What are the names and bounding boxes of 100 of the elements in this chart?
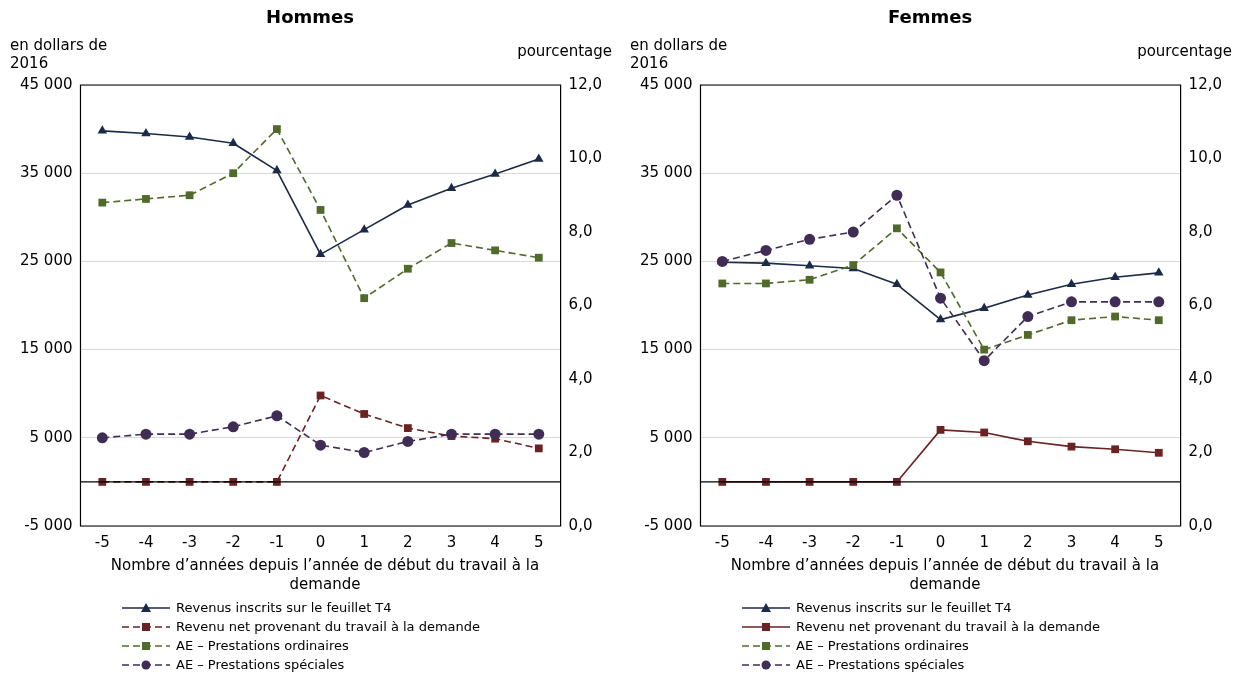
legend-label: AE – Prestations spéciales bbox=[176, 657, 345, 672]
point bbox=[97, 125, 108, 134]
point bbox=[979, 302, 989, 311]
x-tick-label: -1 bbox=[269, 532, 285, 551]
y2-tick-label: 8,0 bbox=[568, 221, 593, 240]
y-tick-label: 25 000 bbox=[639, 251, 693, 270]
point bbox=[978, 355, 990, 367]
point bbox=[98, 198, 107, 207]
legend-label: Revenu net provenant du travail à la demande bbox=[176, 619, 481, 634]
y-tick-label: 5 000 bbox=[649, 427, 693, 446]
y2-tick-label: 4,0 bbox=[568, 368, 593, 387]
x-tick-label: 0 bbox=[935, 532, 946, 551]
point bbox=[184, 428, 196, 440]
y-axis-title: en dollars de 2016 bbox=[630, 36, 729, 72]
point bbox=[1110, 271, 1120, 281]
y2-tick-label: 6,0 bbox=[1188, 295, 1213, 314]
point bbox=[1023, 437, 1032, 446]
point bbox=[980, 345, 989, 354]
point bbox=[1023, 331, 1032, 339]
point bbox=[804, 233, 816, 245]
point bbox=[228, 137, 239, 146]
y2-tick-label: 12,0 bbox=[1188, 74, 1223, 93]
x-tick-label: -2 bbox=[845, 532, 861, 551]
chart-title: Hommes bbox=[265, 6, 355, 27]
y2-tick-label: 8,0 bbox=[1188, 221, 1213, 240]
point bbox=[1154, 316, 1163, 325]
x-tick-label: 2 bbox=[403, 532, 413, 551]
point bbox=[402, 435, 414, 447]
point bbox=[891, 189, 903, 201]
x-axis-title: Nombre d’années depuis l’année de début du travail à la demande bbox=[109, 556, 541, 594]
y2-tick-label: 0,0 bbox=[1188, 515, 1213, 534]
point bbox=[1153, 296, 1165, 308]
y2-tick-label: 2,0 bbox=[1188, 442, 1213, 461]
y2-tick-label: 10,0 bbox=[568, 148, 603, 167]
point bbox=[762, 279, 770, 288]
legend-label: AE – Prestations ordinaires bbox=[796, 638, 969, 653]
point bbox=[804, 260, 815, 269]
y-tick-label: 45 000 bbox=[19, 74, 73, 93]
point bbox=[360, 410, 369, 418]
point bbox=[1022, 311, 1034, 323]
point bbox=[140, 428, 152, 440]
x-tick-label: -3 bbox=[802, 532, 818, 551]
point bbox=[1154, 267, 1164, 276]
y-tick-label: 25 000 bbox=[19, 251, 73, 270]
legend-label: Revenus inscrits sur le feuillet T4 bbox=[796, 600, 1012, 615]
point bbox=[534, 444, 543, 453]
y2-tick-label: 10,0 bbox=[1188, 148, 1223, 167]
x-tick-label: 4 bbox=[490, 532, 500, 551]
x-tick-label: 5 bbox=[1154, 532, 1164, 551]
point bbox=[227, 421, 239, 433]
point bbox=[403, 199, 413, 208]
point bbox=[403, 424, 412, 432]
point bbox=[316, 206, 325, 214]
point bbox=[315, 439, 327, 451]
point bbox=[892, 278, 902, 288]
x-axis-title: Nombre d’années depuis l’année de début du travail à la demande bbox=[729, 556, 1161, 594]
point bbox=[229, 169, 238, 178]
point bbox=[1067, 316, 1076, 325]
x-tick-label: 1 bbox=[359, 532, 369, 551]
point bbox=[358, 447, 370, 458]
y2-tick-label: 6,0 bbox=[568, 295, 593, 314]
point bbox=[185, 191, 194, 200]
point bbox=[359, 224, 369, 233]
point bbox=[446, 182, 457, 191]
x-tick-label: -1 bbox=[889, 532, 905, 551]
point bbox=[1065, 296, 1077, 308]
point bbox=[718, 279, 727, 288]
x-tick-label: 4 bbox=[1110, 532, 1120, 551]
y2-tick-label: 0,0 bbox=[568, 515, 593, 534]
point bbox=[491, 246, 500, 255]
y2-tick-label: 2,0 bbox=[568, 442, 593, 461]
legend-label: AE – Prestations ordinaires bbox=[176, 638, 349, 653]
point bbox=[272, 165, 282, 174]
legend-label: Revenu net provenant du travail à la demande bbox=[796, 619, 1101, 634]
y-tick-label: 35 000 bbox=[19, 163, 73, 182]
x-tick-label: -5 bbox=[714, 532, 730, 551]
x-tick-label: 5 bbox=[534, 532, 544, 551]
x-tick-label: 3 bbox=[1066, 532, 1077, 551]
y-tick-label: -5 000 bbox=[24, 515, 73, 534]
x-tick-label: -4 bbox=[758, 532, 774, 551]
y2-tick-label: 12,0 bbox=[568, 74, 603, 93]
point bbox=[141, 128, 151, 137]
point bbox=[445, 428, 457, 440]
x-tick-label: -4 bbox=[138, 532, 154, 551]
point bbox=[534, 153, 544, 162]
x-tick-label: 0 bbox=[315, 532, 326, 551]
y2-axis-title: pourcentage bbox=[1137, 42, 1232, 60]
point bbox=[761, 257, 771, 266]
point bbox=[1154, 448, 1163, 457]
point bbox=[935, 292, 947, 304]
y-tick-label: 45 000 bbox=[639, 74, 693, 93]
y-tick-label: -5 000 bbox=[644, 515, 693, 534]
y-tick-label: 5 000 bbox=[29, 427, 73, 446]
point bbox=[760, 244, 772, 256]
point bbox=[403, 264, 412, 273]
x-tick-label: -3 bbox=[182, 532, 198, 551]
y-axis-title: en dollars de 2016 bbox=[10, 36, 109, 72]
point bbox=[1023, 289, 1033, 298]
point bbox=[980, 428, 989, 437]
y-tick-label: 15 000 bbox=[639, 339, 693, 358]
